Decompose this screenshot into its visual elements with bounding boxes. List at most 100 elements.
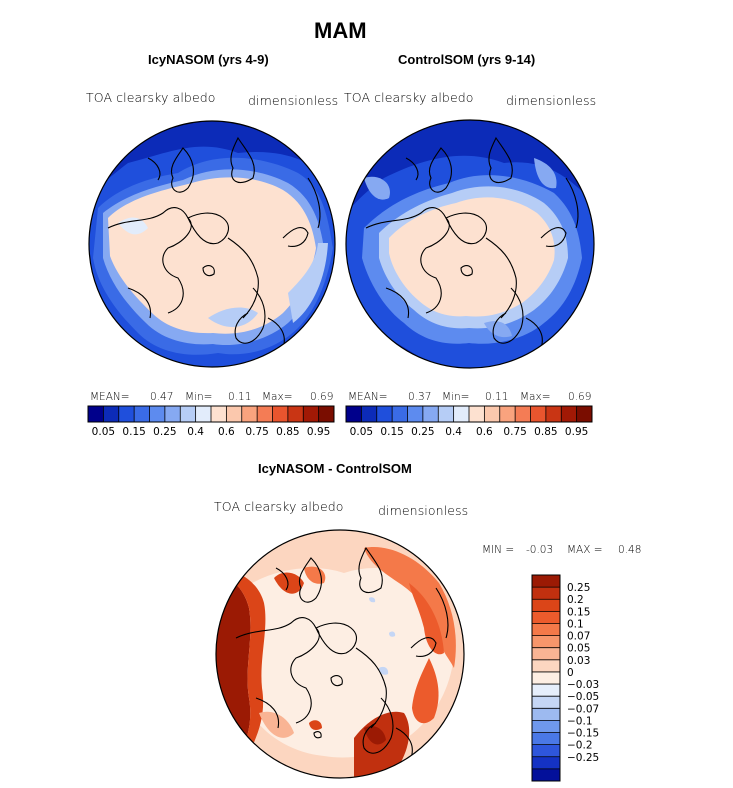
diff-colorbar-box — [532, 708, 560, 721]
diff-colorbar-tick-label: 0 — [567, 667, 574, 679]
diff-colorbar-tick-label: −0.2 — [567, 740, 593, 752]
right-colorbar-box — [392, 406, 408, 422]
right-colorbar-box — [453, 406, 470, 422]
diff-colorbar-box — [532, 599, 560, 612]
left-colorbar-box — [134, 406, 150, 422]
diff-colorbar-tick-label: 0.05 — [567, 643, 590, 655]
left-units-label: dimensionless — [248, 93, 339, 108]
left-colorbar: 0.05 0.15 0.25 0.4 0.6 0.75 0.85 0.95 — [87, 405, 335, 438]
left-colorbar-tick-label: 0.85 — [276, 426, 299, 438]
diff-variable-label: TOA clearsky albedo — [214, 499, 344, 514]
right-colorbar: 0.05 0.15 0.25 0.4 0.6 0.75 0.85 0.95 — [345, 405, 593, 438]
left-panel-title: IcyNASOM (yrs 4-9) — [148, 52, 269, 67]
diff-colorbar-box — [532, 696, 560, 709]
diff-colorbar-tick-label: −0.03 — [567, 679, 599, 691]
left-colorbar-box — [118, 406, 135, 422]
diff-colorbar-box — [532, 720, 560, 733]
diff-colorbar-tick-label: 0.07 — [567, 631, 590, 643]
right-colorbar-box — [361, 406, 378, 422]
right-colorbar-box — [438, 406, 454, 422]
left-colorbar-box — [318, 406, 335, 422]
diff-colorbar-tick-label: 0.1 — [567, 618, 584, 630]
right-colorbar-box — [346, 406, 362, 422]
right-colorbar-tick-label: 0.75 — [503, 426, 526, 438]
left-colorbar-box — [257, 406, 273, 422]
right-polar-map — [345, 119, 595, 369]
right-panel-title: ControlSOM (yrs 9-14) — [398, 52, 536, 67]
diff-min-label: MIN = — [482, 544, 515, 556]
right-colorbar-box — [515, 406, 531, 422]
left-max-label: Max= — [262, 391, 293, 403]
diff-colorbar-tick-label: −0.15 — [567, 728, 599, 740]
right-mean-value: 0.37 — [408, 391, 432, 403]
left-colorbar-box — [180, 406, 196, 422]
left-colorbar-box — [272, 406, 289, 422]
diff-colorbar: 0.250.20.150.10.070.050.030−0.03−0.05−0.… — [531, 574, 599, 782]
right-colorbar-box — [499, 406, 516, 422]
left-colorbar-box — [211, 406, 227, 422]
diff-units-label: dimensionless — [378, 503, 469, 518]
diff-colorbar-tick-label: −0.07 — [567, 703, 599, 715]
diff-colorbar-box — [532, 768, 560, 782]
left-polar-map — [88, 120, 336, 368]
diff-colorbar-box — [532, 756, 560, 770]
right-mean-label: MEAN= — [348, 391, 388, 403]
left-colorbar-box — [287, 406, 304, 422]
diff-colorbar-box — [532, 587, 560, 600]
diff-colorbar-tick-label: 0.03 — [567, 655, 590, 667]
left-colorbar-tick-label: 0.15 — [122, 426, 145, 438]
right-units-label: dimensionless — [506, 93, 597, 108]
left-min-label: Min= — [185, 391, 213, 403]
left-colorbar-box — [103, 406, 120, 422]
diff-colorbar-box — [532, 671, 560, 685]
right-colorbar-box — [530, 406, 547, 422]
diff-colorbar-tick-label: −0.1 — [567, 715, 593, 727]
left-colorbar-tick-label: 0.4 — [187, 426, 204, 438]
diff-colorbar-box — [532, 611, 560, 624]
left-colorbar-box — [88, 406, 104, 422]
left-colorbar-tick-label: 0.95 — [307, 426, 330, 438]
diff-colorbar-box — [532, 635, 560, 649]
right-colorbar-tick-label: 0.4 — [445, 426, 462, 438]
left-colorbar-tick-label: 0.75 — [245, 426, 268, 438]
left-colorbar-box — [149, 406, 166, 422]
left-min-value: 0.11 — [228, 391, 252, 403]
diff-polar-map — [215, 529, 465, 779]
left-colorbar-box — [226, 406, 243, 422]
left-colorbar-box — [164, 406, 181, 422]
right-colorbar-tick-label: 0.25 — [411, 426, 434, 438]
right-variable-label: TOA clearsky albedo — [344, 90, 474, 105]
left-colorbar-box — [303, 406, 319, 422]
diff-max-value: 0.48 — [618, 544, 642, 556]
diff-colorbar-tick-label: −0.05 — [567, 691, 599, 703]
right-colorbar-box — [484, 406, 501, 422]
right-colorbar-tick-label: 0.15 — [380, 426, 403, 438]
diff-colorbar-box — [532, 575, 560, 588]
figure-title: MAM — [314, 18, 367, 43]
left-mean-label: MEAN= — [90, 391, 130, 403]
right-colorbar-box — [469, 406, 485, 422]
diff-min-value: -0.03 — [526, 544, 554, 556]
left-mean-value: 0.47 — [150, 391, 174, 403]
right-colorbar-box — [561, 406, 577, 422]
left-max-value: 0.69 — [310, 391, 334, 403]
right-colorbar-box — [545, 406, 562, 422]
right-max-label: Max= — [520, 391, 551, 403]
left-colorbar-box — [195, 406, 212, 422]
right-colorbar-tick-label: 0.6 — [476, 426, 493, 438]
diff-colorbar-tick-label: 0.2 — [567, 594, 584, 606]
diff-colorbar-tick-label: −0.25 — [567, 752, 599, 764]
diff-colorbar-tick-label: 0.25 — [567, 582, 590, 594]
left-colorbar-tick-label: 0.6 — [218, 426, 235, 438]
right-colorbar-box — [576, 406, 593, 422]
diff-colorbar-box — [532, 732, 560, 745]
right-colorbar-box — [422, 406, 439, 422]
right-max-value: 0.69 — [568, 391, 592, 403]
right-colorbar-tick-label: 0.95 — [565, 426, 588, 438]
left-colorbar-tick-label: 0.05 — [92, 426, 115, 438]
diff-max-label: MAX = — [567, 544, 603, 556]
right-min-value: 0.11 — [485, 391, 509, 403]
left-colorbar-tick-label: 0.25 — [153, 426, 176, 438]
diff-colorbar-box — [532, 647, 560, 661]
left-variable-label: TOA clearsky albedo — [86, 90, 216, 105]
